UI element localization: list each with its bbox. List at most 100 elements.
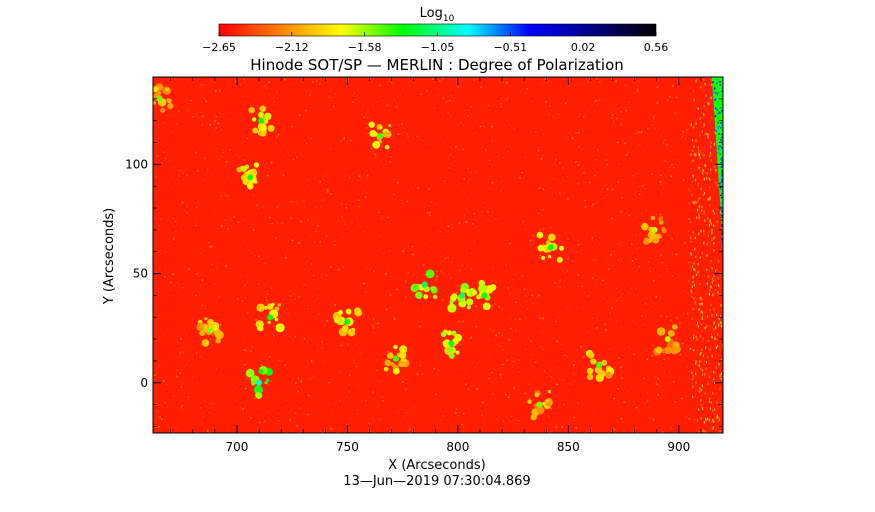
speckle-dot (701, 323, 703, 326)
feature-blob (466, 305, 471, 310)
limb-streak (718, 417, 720, 420)
limb-streak (697, 145, 699, 149)
speckle-dot (446, 135, 448, 138)
speckle-dot (312, 81, 314, 83)
limb-streak (698, 364, 700, 367)
speckle-dot (269, 216, 271, 219)
limb-streak (713, 420, 715, 423)
feature-blob (369, 130, 377, 137)
speckle-dot (325, 127, 327, 129)
speckle-dot (297, 253, 300, 256)
speckle-dot (693, 326, 695, 328)
speckle-dot (310, 137, 313, 140)
speckle-dot (292, 285, 294, 288)
speckle-dot (368, 422, 370, 424)
speckle-dot (387, 351, 389, 353)
limb-streak (701, 251, 703, 255)
speckle-dot (393, 316, 396, 319)
speckle-dot (277, 133, 280, 136)
speckle-dot (405, 389, 407, 392)
speckle-dot (282, 103, 285, 105)
speckle-dot (280, 151, 282, 153)
speckle-dot (340, 203, 343, 205)
speckle-dot (395, 105, 398, 108)
speckle-dot (266, 87, 268, 90)
speckle-dot (351, 101, 354, 103)
speckle-dot (474, 366, 476, 369)
speckle-dot (203, 157, 206, 160)
speckle-dot (434, 404, 437, 407)
speckle-dot (426, 126, 429, 129)
speckle-dot (445, 429, 447, 432)
speckle-dot (223, 192, 226, 195)
off-limb-dot (721, 80, 723, 82)
speckle-dot (648, 406, 651, 408)
speckle-dot (684, 241, 686, 244)
limb-streak (692, 126, 694, 129)
off-limb-dot (721, 109, 723, 112)
feature-blob (147, 99, 151, 103)
speckle-dot (678, 360, 681, 362)
speckle-dot (500, 175, 502, 178)
limb-streak (717, 260, 720, 263)
speckle-dot (179, 352, 182, 354)
speckle-dot (318, 313, 320, 315)
speckle-dot (675, 96, 678, 99)
feature-blob (595, 373, 604, 382)
speckle-dot (547, 238, 549, 240)
speckle-dot (411, 291, 413, 294)
speckle-dot (561, 174, 564, 176)
speckle-dot (454, 146, 457, 148)
off-limb-dot (721, 196, 723, 199)
feature-core (258, 117, 265, 124)
speckle-dot (256, 205, 258, 208)
off-limb-dot (719, 81, 721, 83)
speckle-dot (419, 325, 421, 328)
speckle-dot (243, 78, 245, 80)
speckle-dot (216, 266, 218, 268)
limb-streak (698, 167, 700, 170)
speckle-dot (677, 151, 680, 153)
limb-streak (715, 346, 717, 350)
speckle-dot (377, 322, 379, 325)
speckle-dot (583, 172, 585, 174)
speckle-dot (481, 116, 483, 119)
limb-streak (691, 285, 693, 289)
speckle-dot (439, 216, 441, 218)
speckle-dot (387, 216, 389, 219)
speckle-dot (303, 284, 306, 286)
speckle-dot (675, 337, 678, 340)
speckle-dot (641, 315, 644, 317)
speckle-dot (617, 181, 620, 183)
speckle-dot (393, 318, 396, 321)
speckle-dot (278, 360, 280, 362)
speckle-dot (610, 254, 612, 256)
speckle-dot (702, 90, 704, 92)
limb-streak (701, 130, 703, 133)
speckle-dot (298, 114, 301, 116)
speckle-dot (378, 211, 381, 214)
limb-streak (709, 154, 711, 158)
feature-core (207, 327, 214, 334)
speckle-dot (379, 235, 381, 237)
off-limb-dot (715, 128, 717, 130)
off-limb-dot (721, 157, 723, 159)
speckle-dot (460, 121, 462, 124)
speckle-dot (375, 323, 377, 326)
speckle-dot (373, 256, 375, 258)
speckle-dot (224, 219, 226, 222)
off-limb-dot (717, 145, 719, 147)
speckle-dot (532, 155, 535, 158)
speckle-dot (376, 359, 378, 361)
speckle-dot (312, 274, 315, 277)
off-limb-dot (719, 153, 721, 155)
speckle-dot (518, 359, 520, 361)
speckle-dot (605, 159, 608, 161)
speckle-dot (342, 237, 344, 239)
speckle-dot (365, 127, 368, 129)
speckle-dot (475, 326, 478, 328)
off-limb-dot (717, 121, 719, 124)
speckle-dot (432, 419, 435, 421)
speckle-dot (277, 412, 280, 415)
speckle-dot (372, 150, 375, 152)
